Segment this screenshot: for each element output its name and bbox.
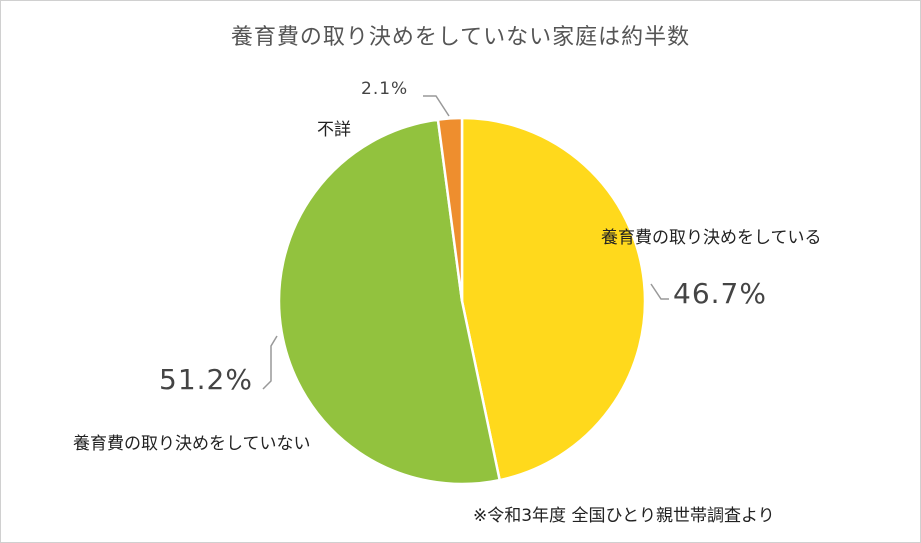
slice-label-1: 養育費の取り決めをしていない [73, 434, 311, 454]
pie-slice-1 [277, 118, 502, 486]
leader-line-1 [262, 335, 278, 390]
slice-label-2: 不詳 [317, 120, 351, 140]
pie-slice-0 [460, 116, 647, 482]
slice-label-0: 養育費の取り決めをしている [601, 228, 822, 248]
leader-line-2 [423, 95, 450, 117]
data-label-2: 2.1% [361, 79, 409, 99]
source-note: ※令和3年度 全国ひとり親世帯調査より [473, 506, 775, 526]
chart-title: 養育費の取り決めをしていない家庭は約半数 [230, 25, 691, 50]
data-label-1: 51.2% [159, 363, 253, 396]
data-label-0: 46.7% [673, 277, 767, 310]
pie-slice-2 [436, 116, 464, 302]
leader-line-0 [650, 283, 669, 300]
